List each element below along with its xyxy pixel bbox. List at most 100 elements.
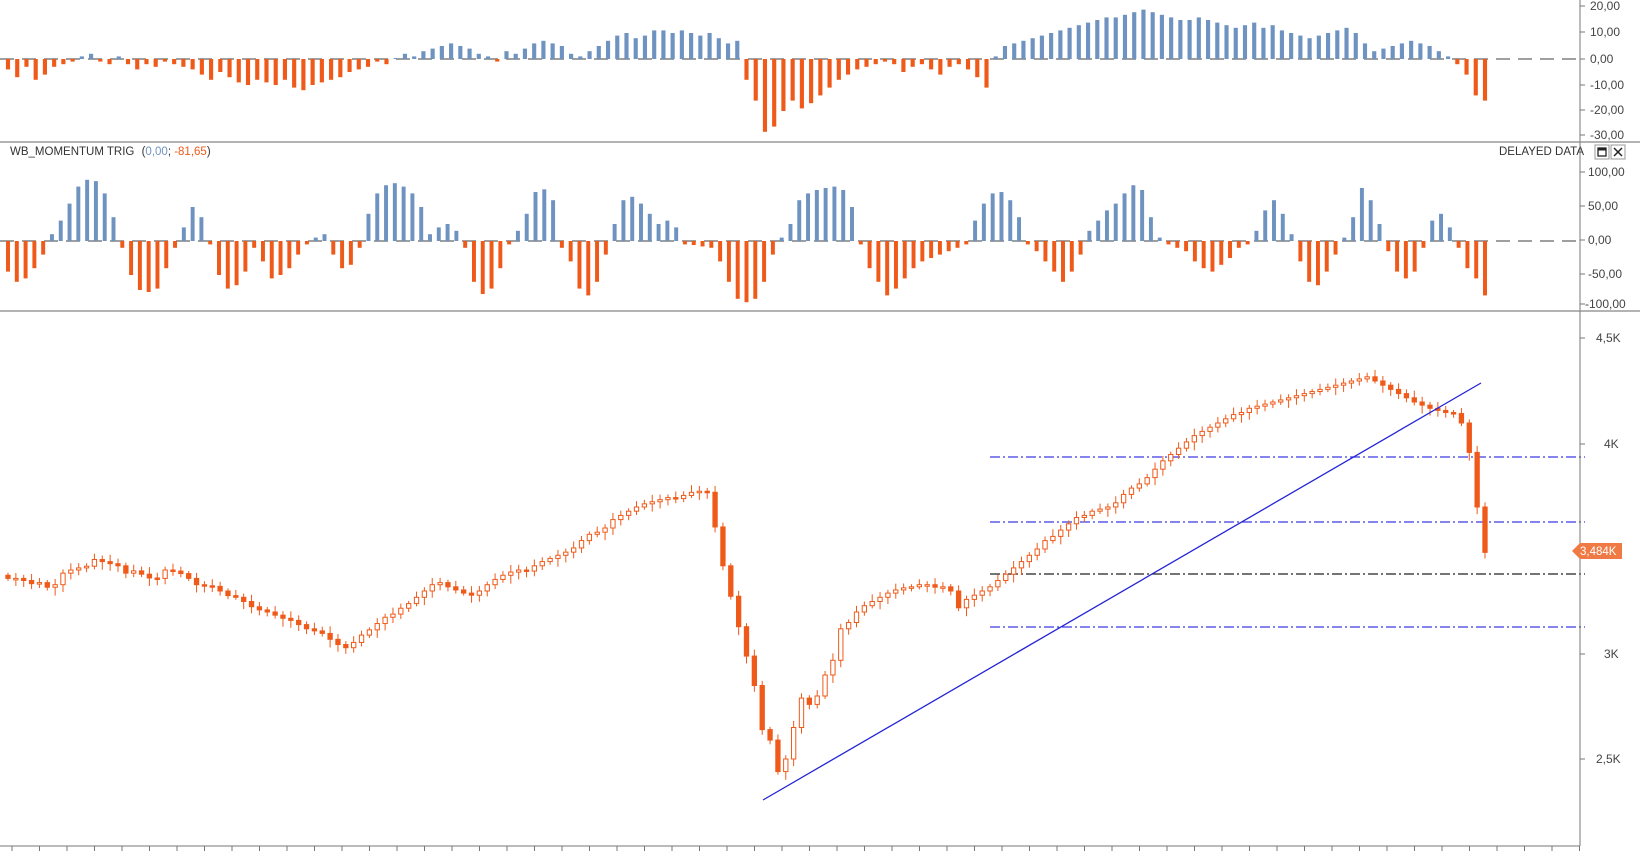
close-button[interactable] bbox=[1610, 144, 1626, 160]
candle-body bbox=[979, 590, 985, 596]
price-scale-label: 4K bbox=[1604, 437, 1619, 451]
candle-body bbox=[1175, 447, 1182, 456]
upper-histogram-bar bbox=[1289, 33, 1294, 59]
upper-histogram-bar bbox=[449, 43, 454, 59]
candle-body bbox=[728, 565, 734, 597]
momentum-bar bbox=[331, 241, 336, 255]
upper-histogram-bar bbox=[993, 56, 998, 59]
momentum-bar bbox=[137, 241, 142, 290]
time-axis-ticks bbox=[11, 846, 1580, 851]
candle-body bbox=[995, 580, 1001, 588]
candle-body bbox=[1097, 508, 1103, 512]
upper-histogram-bar bbox=[430, 48, 435, 59]
momentum-bar bbox=[744, 241, 749, 303]
momentum-bar bbox=[1298, 241, 1303, 262]
candle-body bbox=[421, 590, 428, 598]
upper-histogram-bar bbox=[5, 59, 11, 70]
candle-body bbox=[52, 584, 58, 588]
upper-histogram-bar bbox=[1325, 33, 1331, 59]
candle-body bbox=[680, 494, 687, 500]
momentum-bar bbox=[1192, 241, 1197, 262]
candle-body bbox=[830, 659, 836, 676]
momentum-bar bbox=[1307, 241, 1312, 282]
momentum-bar bbox=[726, 241, 731, 282]
upper-oscillator-panel: 20,00 10,00 0,00 -10,00 -20,00 -30,00 bbox=[0, 0, 1624, 142]
candle-body bbox=[366, 629, 373, 636]
upper-histogram-bar bbox=[522, 48, 528, 59]
candle-body bbox=[908, 586, 915, 589]
candle-body bbox=[91, 559, 98, 567]
upper-scale-label: -20,00 bbox=[1590, 103, 1624, 117]
candle-body bbox=[1419, 401, 1425, 406]
upper-histogram-bar bbox=[1085, 22, 1091, 60]
upper-scale-ticks bbox=[1580, 5, 1585, 136]
momentum-bar bbox=[1201, 241, 1206, 269]
candle-body bbox=[1246, 407, 1252, 413]
momentum-bar bbox=[146, 241, 151, 292]
upper-histogram-bar bbox=[1159, 14, 1164, 60]
upper-histogram-bar bbox=[1344, 27, 1349, 59]
momentum-bar bbox=[1104, 210, 1109, 241]
momentum-bar bbox=[23, 241, 28, 279]
upper-histogram-bar bbox=[292, 59, 297, 88]
upper-histogram-bar bbox=[725, 43, 731, 59]
candle-body bbox=[790, 727, 797, 760]
upper-histogram-bar bbox=[1399, 43, 1404, 59]
momentum-bar bbox=[1368, 200, 1373, 241]
candle-body bbox=[1136, 483, 1142, 489]
momentum-scale-label: -100,00 bbox=[1585, 297, 1626, 311]
momentum-bar bbox=[735, 241, 740, 299]
candle-body bbox=[578, 540, 585, 549]
momentum-bar bbox=[577, 241, 582, 289]
horizontal-levels[interactable] bbox=[990, 456, 1585, 628]
momentum-bar bbox=[102, 193, 107, 241]
momentum-bar bbox=[199, 217, 204, 241]
upper-histogram-bar bbox=[162, 59, 167, 62]
upper-histogram-bar bbox=[1076, 25, 1081, 59]
upper-histogram-bar bbox=[799, 59, 804, 109]
upper-histogram-bar bbox=[236, 59, 241, 83]
upper-histogram-bar bbox=[467, 48, 472, 59]
candle-body bbox=[1364, 376, 1370, 380]
momentum-bar bbox=[252, 241, 257, 248]
upper-histogram-bar bbox=[1381, 48, 1386, 59]
candle-body bbox=[217, 585, 223, 592]
candle-body bbox=[1254, 405, 1260, 409]
momentum-bar bbox=[304, 241, 309, 245]
momentum-bar bbox=[419, 207, 424, 241]
candle-body bbox=[625, 510, 632, 516]
upper-histogram-bar bbox=[864, 59, 869, 67]
upper-histogram-bar bbox=[458, 46, 463, 59]
momentum-bar bbox=[1008, 200, 1013, 241]
upper-histogram-bar bbox=[661, 30, 666, 59]
price-panel: 4,5K 4K 3K 2,5K 3,484K bbox=[5, 311, 1622, 846]
upper-histogram-bar bbox=[1224, 25, 1229, 59]
upper-histogram-bar bbox=[1482, 59, 1488, 101]
upper-histogram-bar bbox=[1141, 9, 1146, 60]
momentum-bar bbox=[1333, 241, 1338, 255]
upper-histogram-bar bbox=[744, 59, 749, 80]
trendline[interactable] bbox=[762, 382, 1482, 801]
upper-histogram-bar bbox=[892, 59, 897, 65]
candle-body bbox=[743, 626, 750, 657]
upper-histogram-bar bbox=[1205, 20, 1211, 59]
candle-body bbox=[814, 695, 820, 705]
momentum-bar bbox=[1175, 241, 1180, 248]
momentum-bar bbox=[278, 241, 283, 275]
maximize-button[interactable] bbox=[1594, 144, 1610, 160]
upper-histogram-bar bbox=[42, 59, 47, 75]
upper-histogram-bar bbox=[1067, 27, 1072, 59]
candle-body bbox=[610, 519, 616, 529]
maximize-icon bbox=[1597, 147, 1607, 157]
momentum-bar bbox=[700, 241, 705, 247]
upper-histogram-bar bbox=[965, 59, 971, 70]
candle-body bbox=[146, 573, 153, 579]
momentum-bar bbox=[313, 237, 318, 241]
candle-body bbox=[248, 601, 255, 608]
candle-body bbox=[445, 582, 451, 588]
candle-body bbox=[1238, 412, 1245, 416]
candle-body bbox=[673, 497, 679, 500]
momentum-bar bbox=[340, 241, 345, 269]
candle-body bbox=[382, 616, 388, 625]
candle-body bbox=[406, 603, 412, 609]
